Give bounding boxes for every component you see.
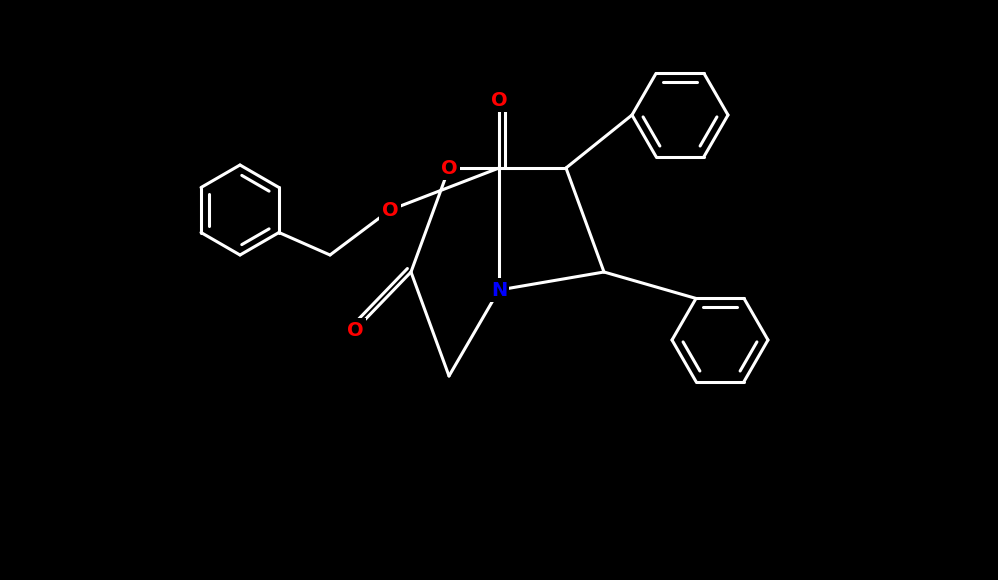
Text: O: O (441, 158, 457, 177)
Text: O: O (491, 90, 507, 110)
Text: O: O (381, 201, 398, 219)
Text: O: O (346, 321, 363, 339)
Text: N: N (491, 281, 507, 299)
